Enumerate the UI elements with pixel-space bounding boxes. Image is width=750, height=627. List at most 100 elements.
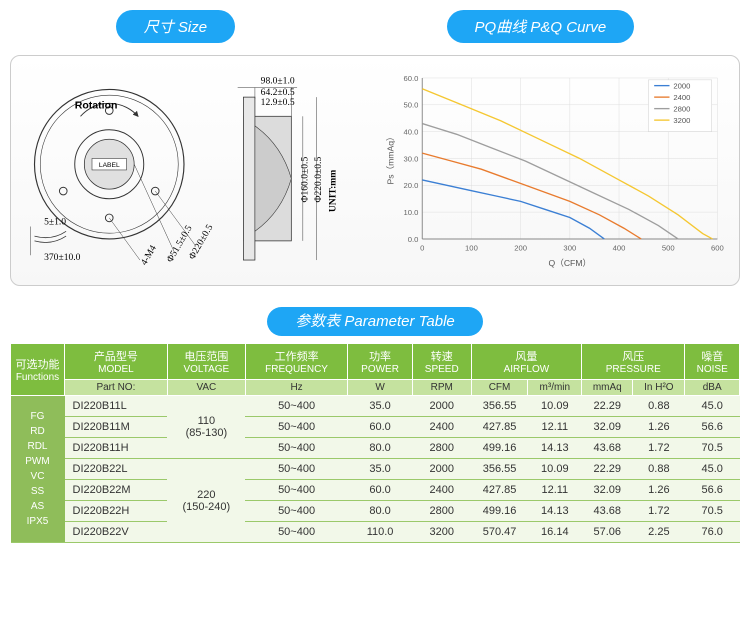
cell-dba: 56.6 xyxy=(685,480,740,501)
dim-lead: 370±10.0 xyxy=(44,252,81,263)
size-header: 尺寸 Size xyxy=(116,10,235,43)
cell-power: 80.0 xyxy=(348,501,413,522)
svg-text:40.0: 40.0 xyxy=(404,128,419,137)
table-row: DI220B22V50~400110.03200570.4716.1457.06… xyxy=(11,522,740,543)
dim-v-inner: Φ160.0±0.5 xyxy=(300,157,311,203)
dim-offset: 5±1.0 xyxy=(44,217,66,228)
cell-mmaq: 22.29 xyxy=(582,459,633,480)
param-cn: 参数表 xyxy=(295,313,340,330)
sub-mmaq: mmAq xyxy=(582,380,633,396)
table-row: DI220B22M50~40060.02400427.8512.1132.091… xyxy=(11,480,740,501)
pq-chart: 01002003004005006000.010.020.030.040.050… xyxy=(382,64,727,277)
cell-rpm: 2400 xyxy=(412,480,471,501)
diagram-chart-panel: LABEL Rotation Φ220±0.5 Φ51.5±0.5 4-M4 5… xyxy=(10,55,740,286)
sub-hz: Hz xyxy=(245,380,347,396)
svg-text:20.0: 20.0 xyxy=(404,181,419,190)
svg-text:3200: 3200 xyxy=(673,116,690,125)
col-power-cn: 功率 xyxy=(350,348,410,364)
cell-dba: 45.0 xyxy=(685,459,740,480)
cell-model: DI220B22V xyxy=(65,522,168,543)
subheader-row: Part NO: VAC Hz W RPM CFM m³/min mmAq In… xyxy=(11,380,740,396)
parameter-table: 可选功能Functions 产品型号MODEL 电压范围VOLTAGE 工作频率… xyxy=(10,343,740,543)
col-power-en: POWER xyxy=(350,364,410,375)
param-en: Parameter Table xyxy=(344,313,454,330)
sub-cfm: CFM xyxy=(471,380,528,396)
col-noise-en: NOISE xyxy=(687,364,737,375)
svg-text:500: 500 xyxy=(662,243,675,252)
cell-inh2o: 0.88 xyxy=(633,459,685,480)
cell-m3: 12.11 xyxy=(528,417,582,438)
svg-text:0: 0 xyxy=(420,243,424,252)
cell-rpm: 2800 xyxy=(412,438,471,459)
cell-m3: 14.13 xyxy=(528,438,582,459)
col-noise-cn: 噪音 xyxy=(687,348,737,364)
col-press-cn: 风压 xyxy=(584,348,682,364)
size-en: Size xyxy=(178,19,207,36)
dim-h-top: 98.0±1.0 xyxy=(261,76,295,87)
table-row: DI220B22L220(150-240)50~40035.02000356.5… xyxy=(11,459,740,480)
table-row: DI220B22H50~40080.02800499.1614.1343.681… xyxy=(11,501,740,522)
cell-m3: 10.09 xyxy=(528,396,582,417)
cell-model: DI220B22M xyxy=(65,480,168,501)
cell-freq: 50~400 xyxy=(245,438,347,459)
cell-inh2o: 0.88 xyxy=(633,396,685,417)
cell-power: 110.0 xyxy=(348,522,413,543)
curve-header: PQ曲线 P&Q Curve xyxy=(447,10,635,43)
cell-inh2o: 2.25 xyxy=(633,522,685,543)
svg-text:50.0: 50.0 xyxy=(404,101,419,110)
table-row: DI220B11H50~40080.02800499.1614.1343.681… xyxy=(11,438,740,459)
sub-rpm: RPM xyxy=(412,380,471,396)
cell-cfm: 356.55 xyxy=(471,459,528,480)
cell-model: DI220B11H xyxy=(65,438,168,459)
cell-voltage: 220(150-240) xyxy=(167,459,245,543)
cell-mmaq: 22.29 xyxy=(582,396,633,417)
col-freq-en: FREQUENCY xyxy=(248,364,345,375)
cell-inh2o: 1.26 xyxy=(633,480,685,501)
dim-holes: 4-M4 xyxy=(139,243,159,267)
cell-inh2o: 1.26 xyxy=(633,417,685,438)
svg-text:2000: 2000 xyxy=(673,82,690,91)
cell-model: DI220B11M xyxy=(65,417,168,438)
cell-freq: 50~400 xyxy=(245,417,347,438)
curve-en: P&Q Curve xyxy=(530,19,606,36)
cell-m3: 12.11 xyxy=(528,480,582,501)
cell-freq: 50~400 xyxy=(245,522,347,543)
cell-inh2o: 1.72 xyxy=(633,501,685,522)
svg-text:2400: 2400 xyxy=(673,93,690,102)
svg-text:10.0: 10.0 xyxy=(404,208,419,217)
cell-dba: 70.5 xyxy=(685,501,740,522)
cell-cfm: 427.85 xyxy=(471,480,528,501)
cell-mmaq: 32.09 xyxy=(582,480,633,501)
col-air-cn: 风量 xyxy=(474,348,580,364)
col-func-en: Functions xyxy=(13,372,62,383)
sub-w: W xyxy=(348,380,413,396)
svg-text:Q（CFM）: Q（CFM） xyxy=(549,258,592,268)
col-volt-en: VOLTAGE xyxy=(170,364,243,375)
cell-cfm: 499.16 xyxy=(471,501,528,522)
sub-inh2o: In H²O xyxy=(633,380,685,396)
cell-dba: 45.0 xyxy=(685,396,740,417)
cell-dba: 56.6 xyxy=(685,417,740,438)
svg-text:30.0: 30.0 xyxy=(404,154,419,163)
col-volt-cn: 电压范围 xyxy=(170,348,243,364)
cell-m3: 10.09 xyxy=(528,459,582,480)
cell-cfm: 499.16 xyxy=(471,438,528,459)
svg-text:100: 100 xyxy=(465,243,478,252)
cell-dba: 70.5 xyxy=(685,438,740,459)
svg-text:600: 600 xyxy=(711,243,724,252)
rotation-label: Rotation xyxy=(75,100,118,112)
sub-m3: m³/min xyxy=(528,380,582,396)
cell-m3: 14.13 xyxy=(528,501,582,522)
cell-freq: 50~400 xyxy=(245,501,347,522)
cell-cfm: 570.47 xyxy=(471,522,528,543)
cell-model: DI220B11L xyxy=(65,396,168,417)
param-header: 参数表 Parameter Table xyxy=(267,307,483,336)
cell-mmaq: 43.68 xyxy=(582,438,633,459)
cell-mmaq: 43.68 xyxy=(582,501,633,522)
size-cn: 尺寸 xyxy=(144,19,174,36)
dim-v-outer: Φ220.0±0.5 xyxy=(313,157,324,203)
cell-rpm: 2000 xyxy=(412,396,471,417)
dimension-diagram: LABEL Rotation Φ220±0.5 Φ51.5±0.5 4-M4 5… xyxy=(23,64,368,274)
cell-voltage: 110(85-130) xyxy=(167,396,245,459)
cell-freq: 50~400 xyxy=(245,459,347,480)
